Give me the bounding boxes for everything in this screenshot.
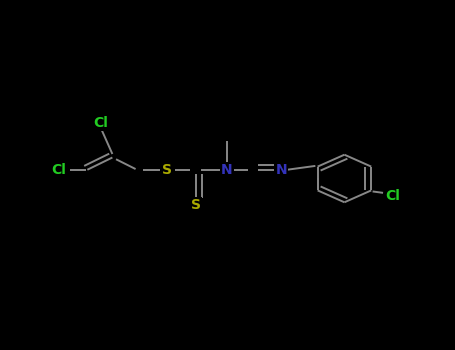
Text: S: S	[191, 198, 201, 212]
Text: Cl: Cl	[386, 189, 400, 203]
Text: N: N	[221, 163, 233, 177]
Text: S: S	[162, 163, 172, 177]
Text: Cl: Cl	[94, 116, 108, 130]
Text: Cl: Cl	[51, 163, 66, 177]
Text: N: N	[275, 163, 287, 177]
